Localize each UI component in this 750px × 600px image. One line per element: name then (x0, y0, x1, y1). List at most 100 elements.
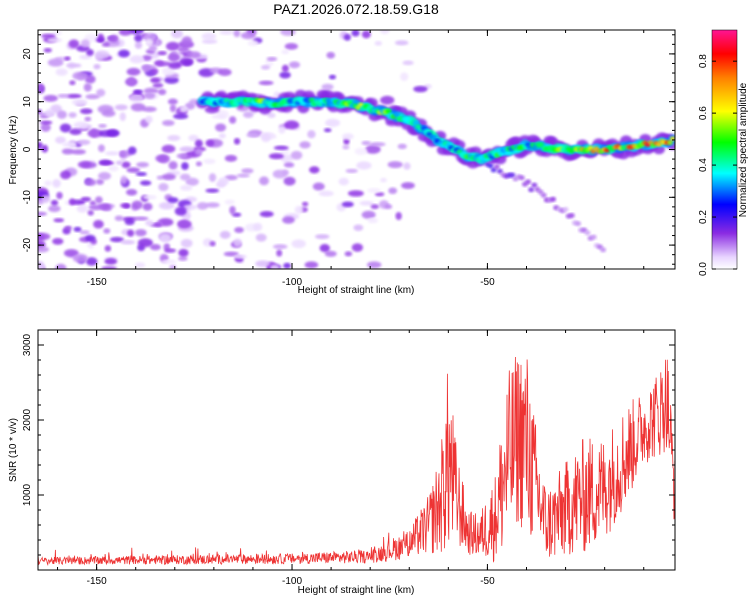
spectrogram-x-label: Height of straight line (km) (298, 285, 415, 296)
spectrogram-noise-blob (104, 258, 118, 265)
spectrogram-noise-blob (152, 82, 164, 88)
spectrogram-noise-blob (148, 45, 158, 52)
spectrogram-noise-blob (194, 139, 203, 148)
spectrogram-noise-blob (205, 139, 215, 147)
spectrogram-noise-blob (369, 142, 386, 147)
spectrogram-noise-blob (312, 182, 325, 191)
spectrogram-noise-blob (141, 54, 152, 61)
spectrogram-noise-blob (234, 254, 247, 259)
spectrogram-noise-blob (84, 116, 92, 122)
spectrogram-noise-blob (180, 238, 193, 248)
y-tick-label: 10 (22, 96, 33, 108)
spectrogram-noise-blob (84, 178, 97, 186)
spectrogram-noise-blob (115, 160, 123, 165)
spectrogram-noise-blob (259, 176, 269, 186)
spectrogram-noise-blob (326, 51, 336, 59)
spectrogram-noise-blob (403, 162, 411, 170)
spectrogram-noise-blob (133, 89, 144, 94)
spectrogram-noise-blob (205, 202, 220, 208)
spectrogram-noise-blob (50, 104, 62, 114)
spectrogram-noise-blob (215, 123, 227, 132)
spectrogram-noise-blob (120, 203, 130, 208)
spectrogram-ridge-blob (385, 109, 392, 114)
spectrogram-noise-blob (181, 162, 189, 171)
spectrogram-noise-blob (179, 57, 194, 66)
spectrogram-noise-blob (181, 36, 192, 45)
x-tick-label: -100 (282, 576, 302, 587)
spectrogram-noise-blob (142, 106, 157, 112)
spectrogram-noise-blob (351, 243, 363, 252)
spectrogram-noise-blob (211, 114, 227, 119)
spectrogram-noise-blob (157, 88, 167, 96)
y-tick-label: 3000 (22, 333, 33, 356)
spectrogram-noise-blob (196, 202, 209, 210)
spectrogram-noise-blob (129, 93, 144, 103)
spectrogram-noise-blob (401, 182, 415, 189)
spectrogram-noise-blob (384, 204, 393, 210)
spectrogram-noise-blob (299, 141, 311, 149)
spectrogram-noise-blob (341, 201, 354, 208)
spectrogram-noise-blob (161, 173, 176, 181)
spectrogram-branch-blob (493, 164, 500, 170)
spectrogram-noise-blob (307, 130, 316, 139)
spectrogram-noise-blob (53, 218, 65, 223)
spectrogram-noise-blob (137, 238, 153, 248)
spectrogram-noise-blob (43, 94, 58, 102)
spectrogram-branch-blob (528, 187, 535, 193)
spectrogram-noise-blob (143, 87, 159, 95)
spectrogram-noise-blob (65, 63, 82, 68)
spectrogram-noise-blob (188, 51, 201, 59)
spectrogram-noise-blob (217, 68, 232, 76)
spectrogram-noise-blob (284, 120, 300, 130)
spectrogram-noise-blob (183, 204, 198, 210)
spectrogram-noise-blob (143, 92, 156, 100)
spectrogram-noise-blob (157, 61, 171, 67)
spectrogram-noise-blob (279, 71, 291, 79)
spectrogram-noise-blob (76, 204, 89, 213)
spectrogram-noise-blob (259, 211, 274, 218)
spectrogram-noise-blob (38, 261, 45, 269)
spectrogram-ridge-blob (308, 97, 315, 103)
spectrogram-noise-blob (281, 49, 290, 55)
spectrogram-noise-blob (261, 133, 271, 143)
spectrogram-noise-blob (44, 180, 52, 187)
spectrogram-noise-blob (165, 41, 180, 51)
spectrogram-noise-blob (173, 113, 189, 120)
spectrogram-noise-blob (124, 218, 135, 226)
spectrogram-noise-blob (208, 173, 217, 182)
spectrogram-noise-blob (342, 144, 350, 150)
spectrogram-noise-blob (61, 148, 74, 155)
spectrogram-noise-blob (270, 264, 280, 269)
spectrogram-noise-blob (55, 68, 68, 76)
spectrogram-noise-blob (233, 238, 242, 247)
spectrogram-noise-blob (380, 177, 387, 183)
spectrogram-noise-blob (88, 204, 104, 211)
spectrogram-branch-blob (525, 179, 532, 185)
spectrogram-noise-blob (130, 103, 146, 112)
spectrogram-noise-blob (80, 39, 91, 48)
spectrogram-noise-blob (83, 83, 92, 92)
spectrogram-noise-blob (164, 76, 179, 84)
colorbar: 0.0 0.2 0.4 0.6 0.8 Normalized spectral ampl… (698, 29, 749, 276)
spectrogram-noise-blob (388, 187, 398, 195)
spectrogram-noise-blob (354, 147, 368, 156)
y-tick-label: 1000 (22, 483, 33, 506)
spectrogram-noise-blob (151, 68, 159, 75)
spectrogram-noise-blob (276, 249, 283, 257)
spectrogram-noise-blob (370, 204, 379, 210)
spectrogram-noise-blob (325, 118, 341, 127)
spectrogram-noise-blob (120, 239, 136, 245)
snr-y-label: SNR (10 * v/v) (8, 418, 19, 482)
snr-axes: -150 -100 -50 1000 2000 3000 (22, 329, 675, 587)
spectrogram-noise-blob (95, 196, 103, 204)
spectrogram-noise-blob (195, 161, 202, 167)
spectrogram-noise-blob (56, 191, 63, 200)
spectrogram-noise-blob (96, 178, 104, 185)
spectrogram-noise-blob (351, 30, 360, 37)
spectrogram-noise-blob (234, 227, 244, 233)
spectrogram-noise-blob (255, 260, 271, 268)
spectrogram-noise-blob (157, 51, 167, 56)
spectrogram-branch-blob (487, 163, 494, 169)
spectrogram-noise-blob (62, 141, 77, 148)
spectrogram-noise-blob (57, 93, 70, 98)
